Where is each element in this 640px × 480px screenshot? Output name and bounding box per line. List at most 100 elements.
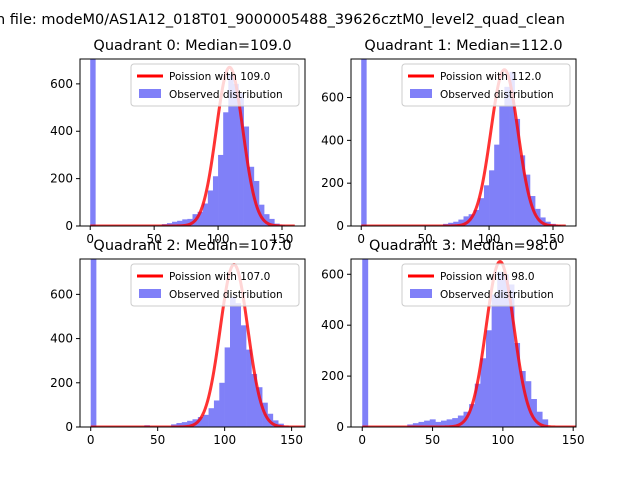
- y-tick-label: 200: [321, 176, 344, 190]
- histogram-bar: [514, 118, 521, 226]
- legend-label-observed: Observed distribution: [169, 89, 283, 101]
- legend-label-fit: Poission with 107.0: [169, 271, 270, 283]
- histogram-bar: [197, 211, 204, 226]
- histogram-bar: [524, 174, 531, 226]
- histogram-bar: [412, 423, 419, 427]
- plot-area: [89, 59, 296, 226]
- x-tick-label: 0: [87, 433, 95, 447]
- histogram-bar: [212, 176, 219, 226]
- y-tick-label: 600: [321, 91, 344, 105]
- y-tick-label: 0: [336, 219, 344, 233]
- panel-title: Quadrant 2: Median=107.0: [93, 238, 291, 254]
- histogram-bar: [502, 274, 509, 427]
- x-tick-label: 0: [357, 232, 365, 246]
- legend-label-observed: Observed distribution: [440, 89, 554, 101]
- legend-box: [401, 263, 571, 307]
- histogram-bar: [483, 185, 490, 226]
- y-tick-label: 600: [50, 77, 73, 91]
- histogram-bar: [256, 387, 263, 427]
- poisson-fit-line: [89, 65, 296, 226]
- axes-frame: [79, 58, 306, 227]
- histogram-bar: [238, 93, 244, 226]
- histogram-bar: [202, 203, 209, 226]
- x-tick-label: 150: [271, 232, 294, 246]
- histogram-bar: [519, 371, 526, 427]
- histogram-bar: [90, 259, 97, 427]
- legend-bar-swatch: [139, 289, 161, 298]
- x-tick-label: 100: [478, 232, 501, 246]
- histogram-bar: [197, 417, 204, 427]
- histogram-bar: [429, 419, 436, 427]
- histogram-bar: [224, 347, 231, 427]
- histogram-bar: [218, 154, 224, 226]
- legend-label-observed: Observed distribution: [440, 289, 554, 301]
- legend-box: [401, 63, 571, 107]
- histogram-bar: [182, 219, 188, 226]
- histogram-bar: [536, 411, 543, 427]
- histogram-bar: [235, 303, 242, 427]
- panel-title: Quadrant 1: Median=112.0: [364, 38, 562, 54]
- histogram-bar: [207, 190, 214, 226]
- histogram-bar: [172, 221, 178, 226]
- histogram-bar: [219, 382, 225, 427]
- histogram-bar: [457, 415, 464, 427]
- axes-frame: [350, 58, 577, 227]
- histogram-bar: [463, 216, 469, 226]
- x-tick-label: 150: [280, 433, 303, 447]
- histogram-bar: [531, 399, 537, 427]
- histogram-bar: [509, 71, 515, 226]
- axes-frame: [79, 258, 306, 428]
- histogram-bar: [269, 218, 275, 226]
- legend-bar-swatch: [139, 89, 161, 98]
- y-tick-label: 400: [50, 124, 73, 138]
- legend: Poission with 98.0 Observed distribution: [401, 263, 571, 307]
- histogram-bar: [272, 420, 279, 427]
- x-tick-label: 100: [491, 433, 514, 447]
- histogram-bar: [418, 421, 425, 427]
- plot-area: [360, 59, 567, 226]
- y-tick-label: 200: [50, 376, 73, 390]
- histogram-bar: [213, 400, 220, 427]
- histogram-bar: [246, 349, 252, 427]
- histogram-bar: [187, 420, 193, 427]
- panel-quadrant-2: Quadrant 2: Median=107.0 0 50 100 150 0 200 400…: [50, 238, 306, 447]
- histogram-bar: [208, 408, 215, 427]
- histogram-bar: [181, 422, 188, 427]
- histogram-bar: [452, 418, 459, 427]
- x-tick-label: 0: [358, 433, 366, 447]
- histogram-bar: [458, 219, 464, 226]
- histogram-bar: [251, 373, 258, 427]
- panel-title: Quadrant 0: Median=109.0: [93, 38, 291, 54]
- histogram-bar: [542, 419, 549, 427]
- histogram-bar: [361, 59, 367, 226]
- histogram-bar: [424, 420, 431, 427]
- histogram-bar: [240, 325, 247, 427]
- histogram-bar: [264, 214, 270, 226]
- x-tick-label: 100: [207, 232, 230, 246]
- histogram-bar: [494, 144, 500, 226]
- legend-label-fit: Poission with 109.0: [169, 71, 270, 83]
- histogram-bar: [478, 198, 485, 226]
- histogram-bar: [480, 358, 487, 427]
- histogram-bar: [497, 271, 504, 427]
- histogram-bar: [504, 86, 510, 226]
- y-tick-label: 200: [321, 369, 344, 383]
- legend-bar-swatch: [410, 289, 432, 298]
- y-tick-label: 600: [321, 267, 344, 281]
- histogram-bar: [248, 166, 255, 226]
- y-tick-label: 400: [50, 332, 73, 346]
- plot-area: [361, 259, 576, 427]
- figure-suptitle: n file: modeM0/AS1A12_018T01_9000005488_…: [0, 12, 565, 28]
- y-tick-label: 0: [65, 219, 73, 233]
- x-tick-label: 50: [147, 232, 162, 246]
- y-tick-label: 400: [321, 318, 344, 332]
- histogram-bar: [491, 294, 498, 427]
- histogram-bar: [508, 284, 515, 427]
- legend-label-fit: Poission with 112.0: [440, 71, 541, 83]
- x-tick-label: 50: [425, 433, 440, 447]
- histogram-bar: [448, 222, 454, 226]
- histogram-bar: [203, 414, 209, 427]
- histogram-bar: [453, 221, 459, 226]
- histogram-bar: [228, 74, 234, 226]
- histogram-bar: [446, 419, 453, 427]
